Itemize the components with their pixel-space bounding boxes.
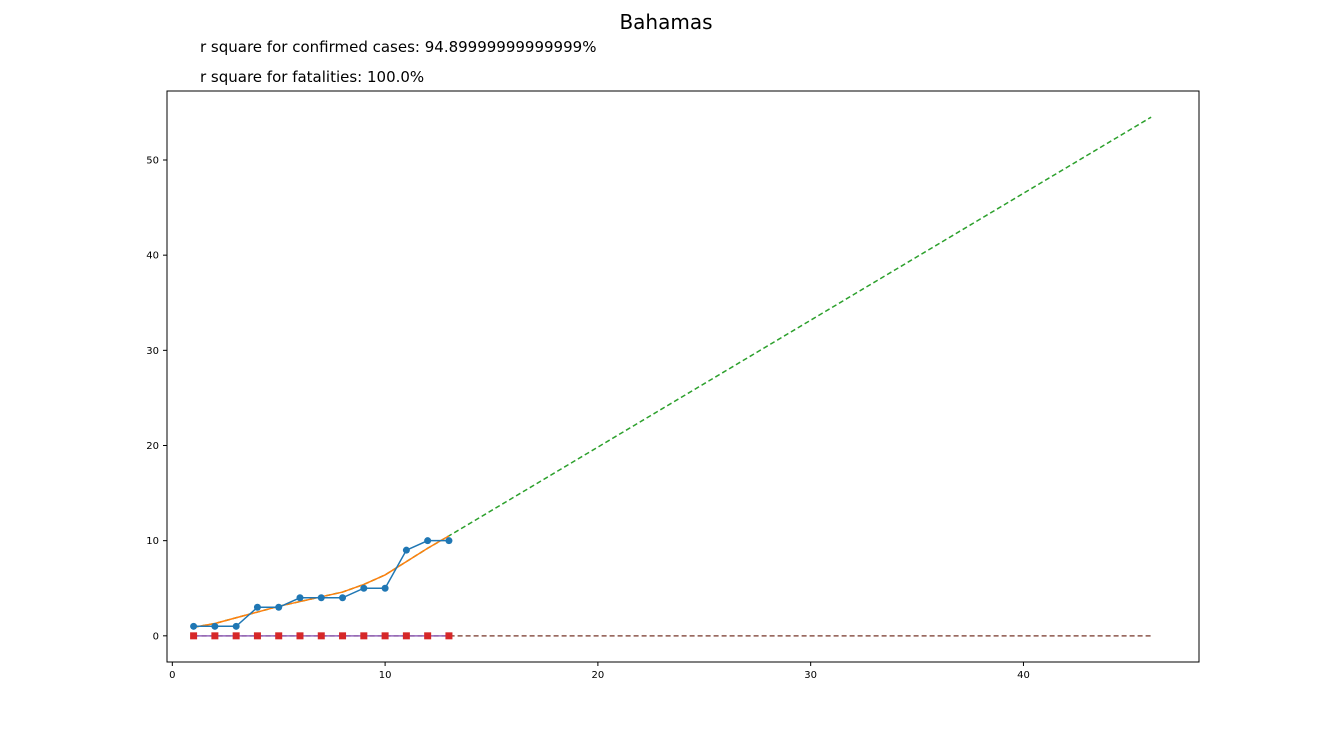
y-tick-label: 10 — [146, 536, 159, 547]
fatality-point — [211, 632, 219, 640]
fatality-point — [275, 632, 283, 640]
fatality-point — [445, 632, 453, 640]
confirmed-point — [339, 594, 347, 602]
fatality-point — [381, 632, 389, 640]
r-square-fatalities-annotation: r square for fatalities: 100.0% — [200, 68, 425, 86]
confirmed-point — [445, 537, 453, 545]
fatality-point — [317, 632, 325, 640]
y-tick-label: 50 — [146, 155, 159, 166]
x-tick-label: 30 — [804, 670, 817, 681]
confirmed-point — [381, 584, 389, 592]
confirmed-point — [211, 622, 219, 630]
confirmed-line — [193, 539, 449, 628]
x-tick-label: 0 — [169, 670, 175, 681]
fatality-point — [360, 632, 368, 640]
confirmed-point — [275, 603, 283, 611]
confirmed-point — [232, 622, 240, 630]
fit-line-1 — [193, 535, 450, 628]
confirmed-point — [296, 594, 304, 602]
fatality-point — [253, 632, 261, 640]
y-tick-label: 30 — [146, 346, 159, 357]
x-tick-label: 40 — [1017, 670, 1030, 681]
y-tick-label: 20 — [146, 441, 159, 452]
fatality-point — [190, 632, 198, 640]
x-tick-label: 20 — [592, 670, 605, 681]
projection-line-2 — [193, 116, 1152, 628]
y-tick-label: 0 — [153, 631, 159, 642]
fatality-point — [402, 632, 410, 640]
fatality-point — [339, 632, 347, 640]
axes-frame — [166, 90, 1200, 663]
confirmed-point — [253, 603, 261, 611]
confirmed-point — [317, 594, 325, 602]
fatality-point — [296, 632, 304, 640]
y-tick-label: 40 — [146, 251, 159, 262]
confirmed-point — [360, 584, 368, 592]
chart-title: Bahamas — [619, 10, 713, 34]
fatality-point — [424, 632, 432, 640]
confirmed-point — [402, 546, 410, 554]
fatality-point — [232, 632, 240, 640]
confirmed-point — [424, 537, 432, 545]
confirmed-point — [190, 622, 198, 630]
x-tick-label: 10 — [379, 670, 392, 681]
r-square-confirmed-annotation: r square for confirmed cases: 94.8999999… — [200, 38, 597, 56]
